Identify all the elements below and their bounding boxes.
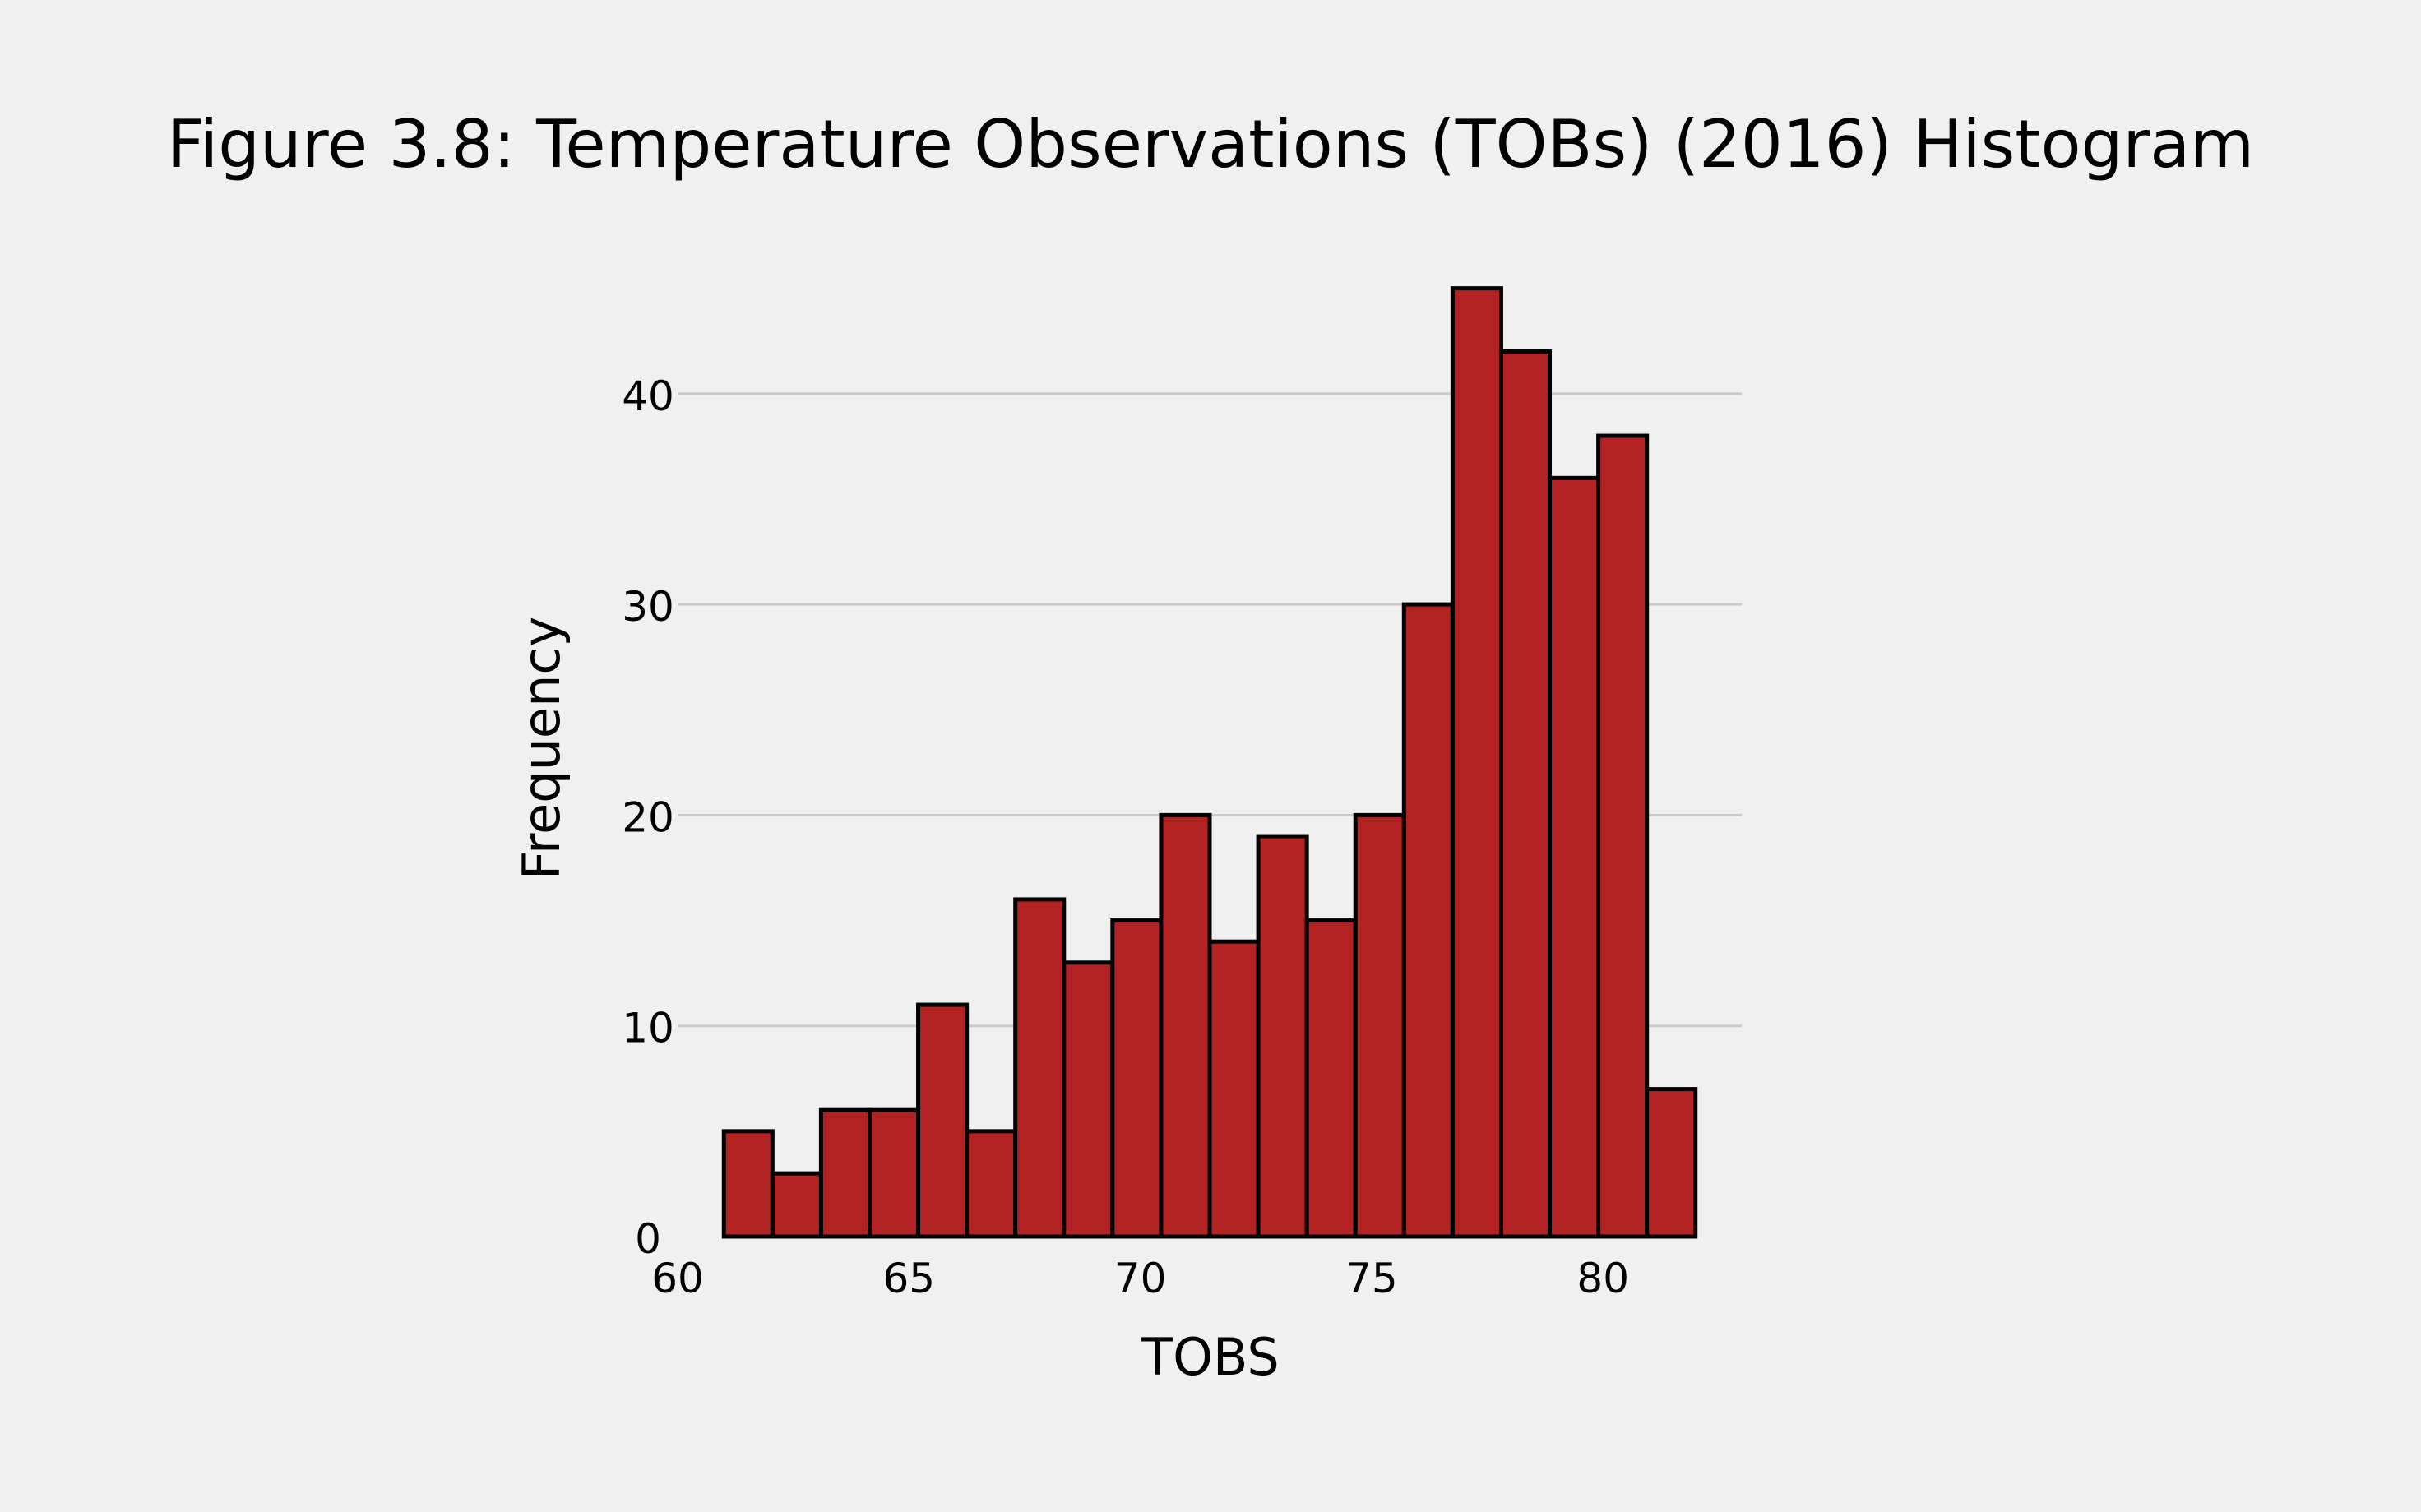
x-tick-labels: 60 65 70 75 80	[651, 1255, 1629, 1302]
y-tick-labels: 0 10 20 30 40	[622, 372, 674, 1263]
histogram-bar	[1353, 812, 1406, 1239]
y-tick-label: 10	[622, 1005, 674, 1052]
histogram-bar	[1256, 834, 1309, 1239]
x-tick-label: 70	[1114, 1255, 1167, 1302]
y-tick-label: 30	[622, 583, 674, 631]
histogram-bar	[721, 1129, 775, 1239]
histogram-bar	[1645, 1087, 1698, 1239]
histogram-bar	[1498, 349, 1553, 1239]
histogram-bar	[965, 1129, 1018, 1239]
histogram-bar	[1062, 960, 1115, 1239]
histogram-bar	[1110, 918, 1164, 1239]
y-tick-label: 40	[622, 372, 674, 420]
histogram-bar	[770, 1171, 823, 1239]
chart-title: Figure 3.8: Temperature Observations (TO…	[167, 106, 2254, 183]
x-axis-label: TOBS	[1141, 1327, 1279, 1387]
histogram-bars	[721, 286, 1698, 1239]
x-tick-label: 75	[1345, 1255, 1398, 1302]
histogram-bar	[1401, 602, 1455, 1239]
histogram-bar	[818, 1107, 872, 1239]
histogram-bar	[1013, 897, 1067, 1239]
histogram-bar	[867, 1107, 921, 1239]
histogram-bar	[1304, 918, 1358, 1239]
histogram-bar	[1596, 433, 1650, 1239]
histogram-bar	[1450, 286, 1503, 1239]
histogram-bar	[1159, 812, 1212, 1239]
y-tick-label: 20	[622, 793, 674, 841]
histogram-bar	[1548, 475, 1601, 1239]
y-axis-label: Frequency	[512, 617, 572, 880]
histogram-bar	[916, 1002, 970, 1239]
y-tick-label: 0	[635, 1215, 661, 1263]
x-tick-label: 65	[882, 1255, 935, 1302]
x-tick-label: 60	[651, 1255, 704, 1302]
histogram-bar	[1207, 939, 1261, 1239]
x-tick-label: 80	[1576, 1255, 1629, 1302]
